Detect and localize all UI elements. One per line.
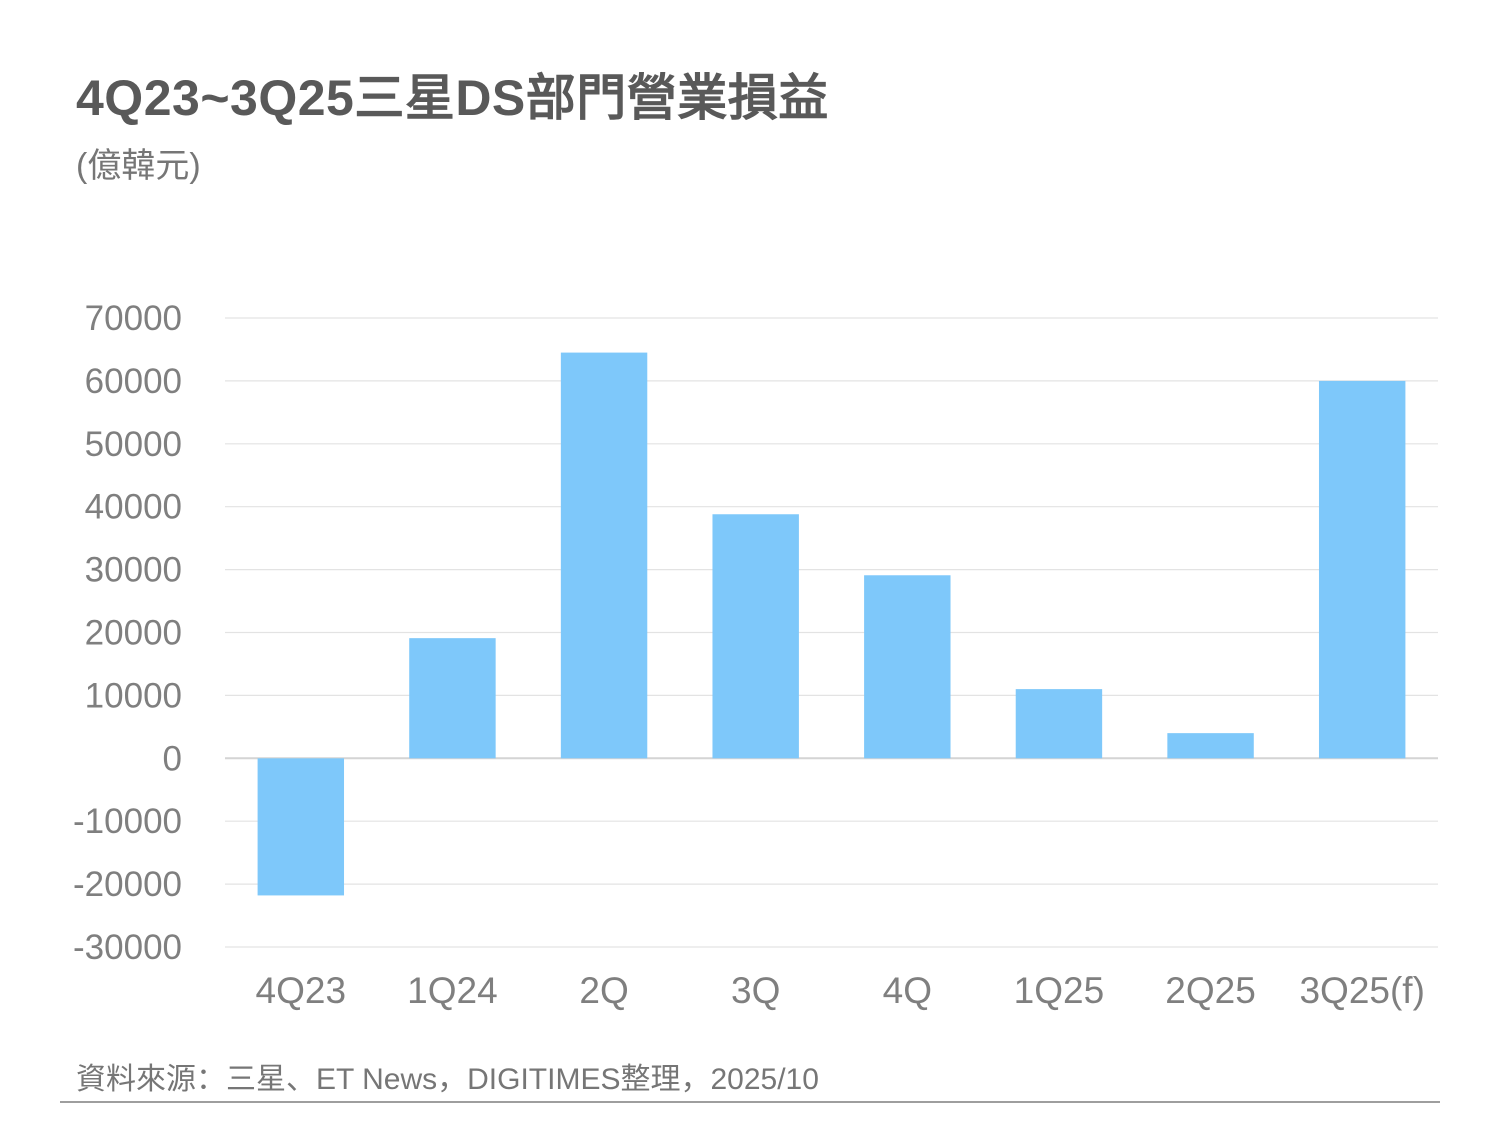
bar-4q23	[257, 758, 345, 896]
y-tick-label: 40000	[85, 488, 182, 527]
y-tick-label: -10000	[73, 802, 182, 841]
x-category-label: 4Q23	[256, 970, 347, 1011]
x-category-label: 2Q	[579, 970, 628, 1011]
bar-1q24	[409, 638, 496, 759]
x-category-label: 3Q	[731, 970, 780, 1011]
bar-2q	[560, 352, 648, 759]
y-tick-label: 20000	[85, 614, 182, 653]
x-category-label: 2Q25	[1165, 970, 1256, 1011]
y-tick-label: -20000	[73, 865, 182, 904]
y-tick-label: 30000	[85, 551, 182, 590]
bar-1q25	[1015, 689, 1103, 759]
y-tick-label: 60000	[85, 362, 182, 401]
unit-label: (億韓元)	[76, 147, 201, 185]
x-category-label: 1Q25	[1014, 970, 1105, 1011]
y-tick-label: 50000	[85, 425, 182, 464]
x-axis-labels: 4Q23 1Q24 2Q 3Q 4Q 1Q25 2Q25 3Q25(f)	[256, 970, 1425, 1011]
x-category-label: 3Q25(f)	[1299, 970, 1424, 1011]
x-category-label: 4Q	[883, 970, 932, 1011]
bar-3q	[712, 514, 799, 759]
y-tick-label: 0	[163, 739, 182, 778]
bar-4q	[864, 575, 951, 759]
bar-3q25-f	[1318, 380, 1406, 759]
bar-2q25	[1167, 733, 1254, 759]
bottom-divider	[60, 1101, 1440, 1103]
y-tick-label: -30000	[73, 928, 182, 967]
chart-title: 4Q23~3Q25三星DS部門營業損益	[76, 70, 829, 126]
y-axis-ticks: 70000 60000 50000 40000 30000 20000 10000 0 -100…	[73, 299, 182, 967]
gridlines	[225, 317, 1438, 948]
y-tick-label: 10000	[85, 676, 182, 715]
bars	[257, 352, 1406, 896]
x-category-label: 1Q24	[407, 970, 498, 1011]
y-tick-label: 70000	[85, 299, 182, 338]
source-note: 資料來源：三星、ET News，DIGITIMES整理，2025/10	[76, 1063, 819, 1096]
